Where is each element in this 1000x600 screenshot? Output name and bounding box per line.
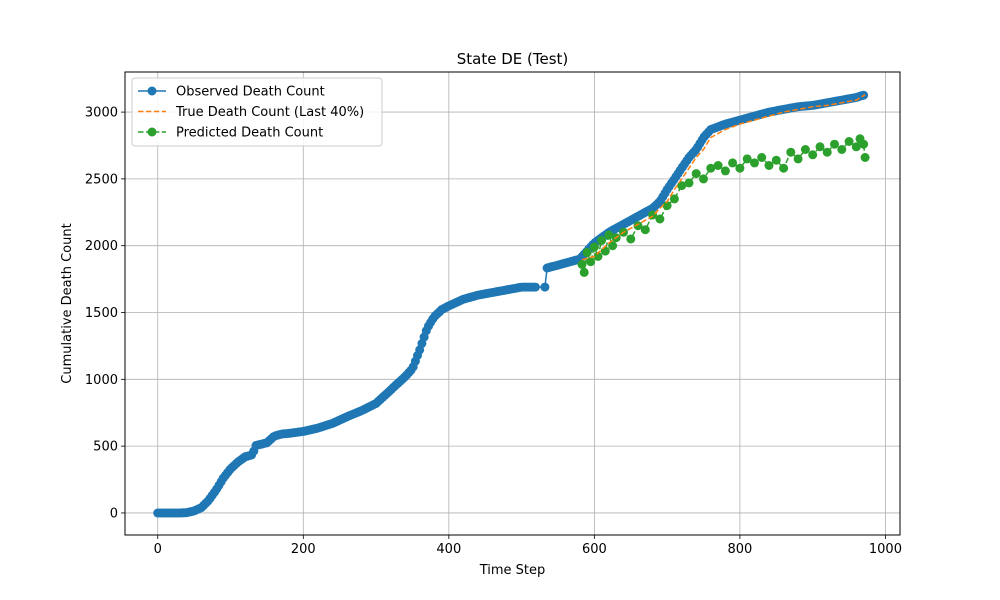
data-point [728,158,738,168]
data-point [771,155,781,165]
data-point [582,247,592,257]
y-tick-label: 0 [110,506,118,521]
data-point [860,153,870,162]
data-point [808,150,818,160]
data-point [815,142,825,152]
data-point [713,161,723,170]
y-tick-label: 2000 [85,239,118,254]
series-observed [153,90,869,518]
data-point [586,257,596,267]
y-tick-label: 500 [93,440,118,455]
legend-predicted-label: Predicted Death Count [176,126,323,141]
data-point [830,139,839,149]
data-point [779,163,789,173]
data-point [764,161,774,170]
series-true-line [581,94,866,261]
data-point [742,154,752,164]
y-tick-label: 1500 [85,306,118,321]
data-point [750,158,759,168]
data-point [579,267,589,277]
legend-entry-predicted: Predicted Death Count [138,126,323,141]
legend-true-label: True Death Count (Last 40%) [175,105,364,120]
data-point [720,166,730,176]
x-tick-label: 1000 [869,542,902,557]
data-point [699,174,708,184]
data-point [691,169,701,179]
legend-observed-label: Observed Death Count [176,85,325,100]
data-point [859,139,869,149]
y-tick-label: 1000 [85,373,118,388]
x-tick-label: 0 [154,542,162,557]
data-point [655,214,665,224]
data-point [626,234,636,244]
y-tick-label: 2500 [85,172,118,187]
legend-box [131,77,383,147]
series-true [581,94,866,261]
x-tick-label: 800 [727,542,752,557]
data-point [604,230,614,240]
data-point [800,145,810,154]
data-point [793,154,803,164]
data-point [735,163,745,173]
x-tick-label: 400 [436,542,461,557]
series-layer [153,90,870,518]
data-point [822,147,832,157]
data-point [669,194,679,204]
data-point [608,241,618,251]
y-axis: 0 500 1000 1500 2000 2500 3000 [85,106,125,521]
y-tick-label: 3000 [85,106,118,121]
data-point [593,251,603,261]
y-axis-title: Cumulative Death Count [60,223,75,383]
data-point [597,235,607,245]
legend: Observed Death Count True Death Count (L… [131,77,383,147]
legend-entry-observed: Observed Death Count [138,85,325,100]
data-point [540,282,550,292]
data-point [577,259,587,269]
legend-predicted-marker [147,127,157,137]
legend-observed-marker [147,86,157,96]
x-axis: 0 200 400 600 800 1000 [154,535,902,557]
x-tick-label: 600 [582,542,607,557]
data-point [706,163,716,173]
data-point [640,225,650,235]
data-point [662,201,672,211]
data-point [786,147,796,157]
data-point [837,145,847,154]
chart-title: State DE (Test) [457,50,569,68]
data-point [851,142,861,152]
data-point [530,282,540,292]
data-point [589,242,599,252]
data-point [844,137,854,146]
data-point [633,221,643,231]
data-point [757,153,767,162]
data-point [684,178,694,188]
data-point [600,246,610,256]
legend-entry-true: True Death Count (Last 40%) [138,105,364,120]
series-predicted [577,134,870,277]
x-axis-title: Time Step [479,563,546,578]
plot-frame [124,71,901,536]
x-tick-label: 200 [291,542,316,557]
